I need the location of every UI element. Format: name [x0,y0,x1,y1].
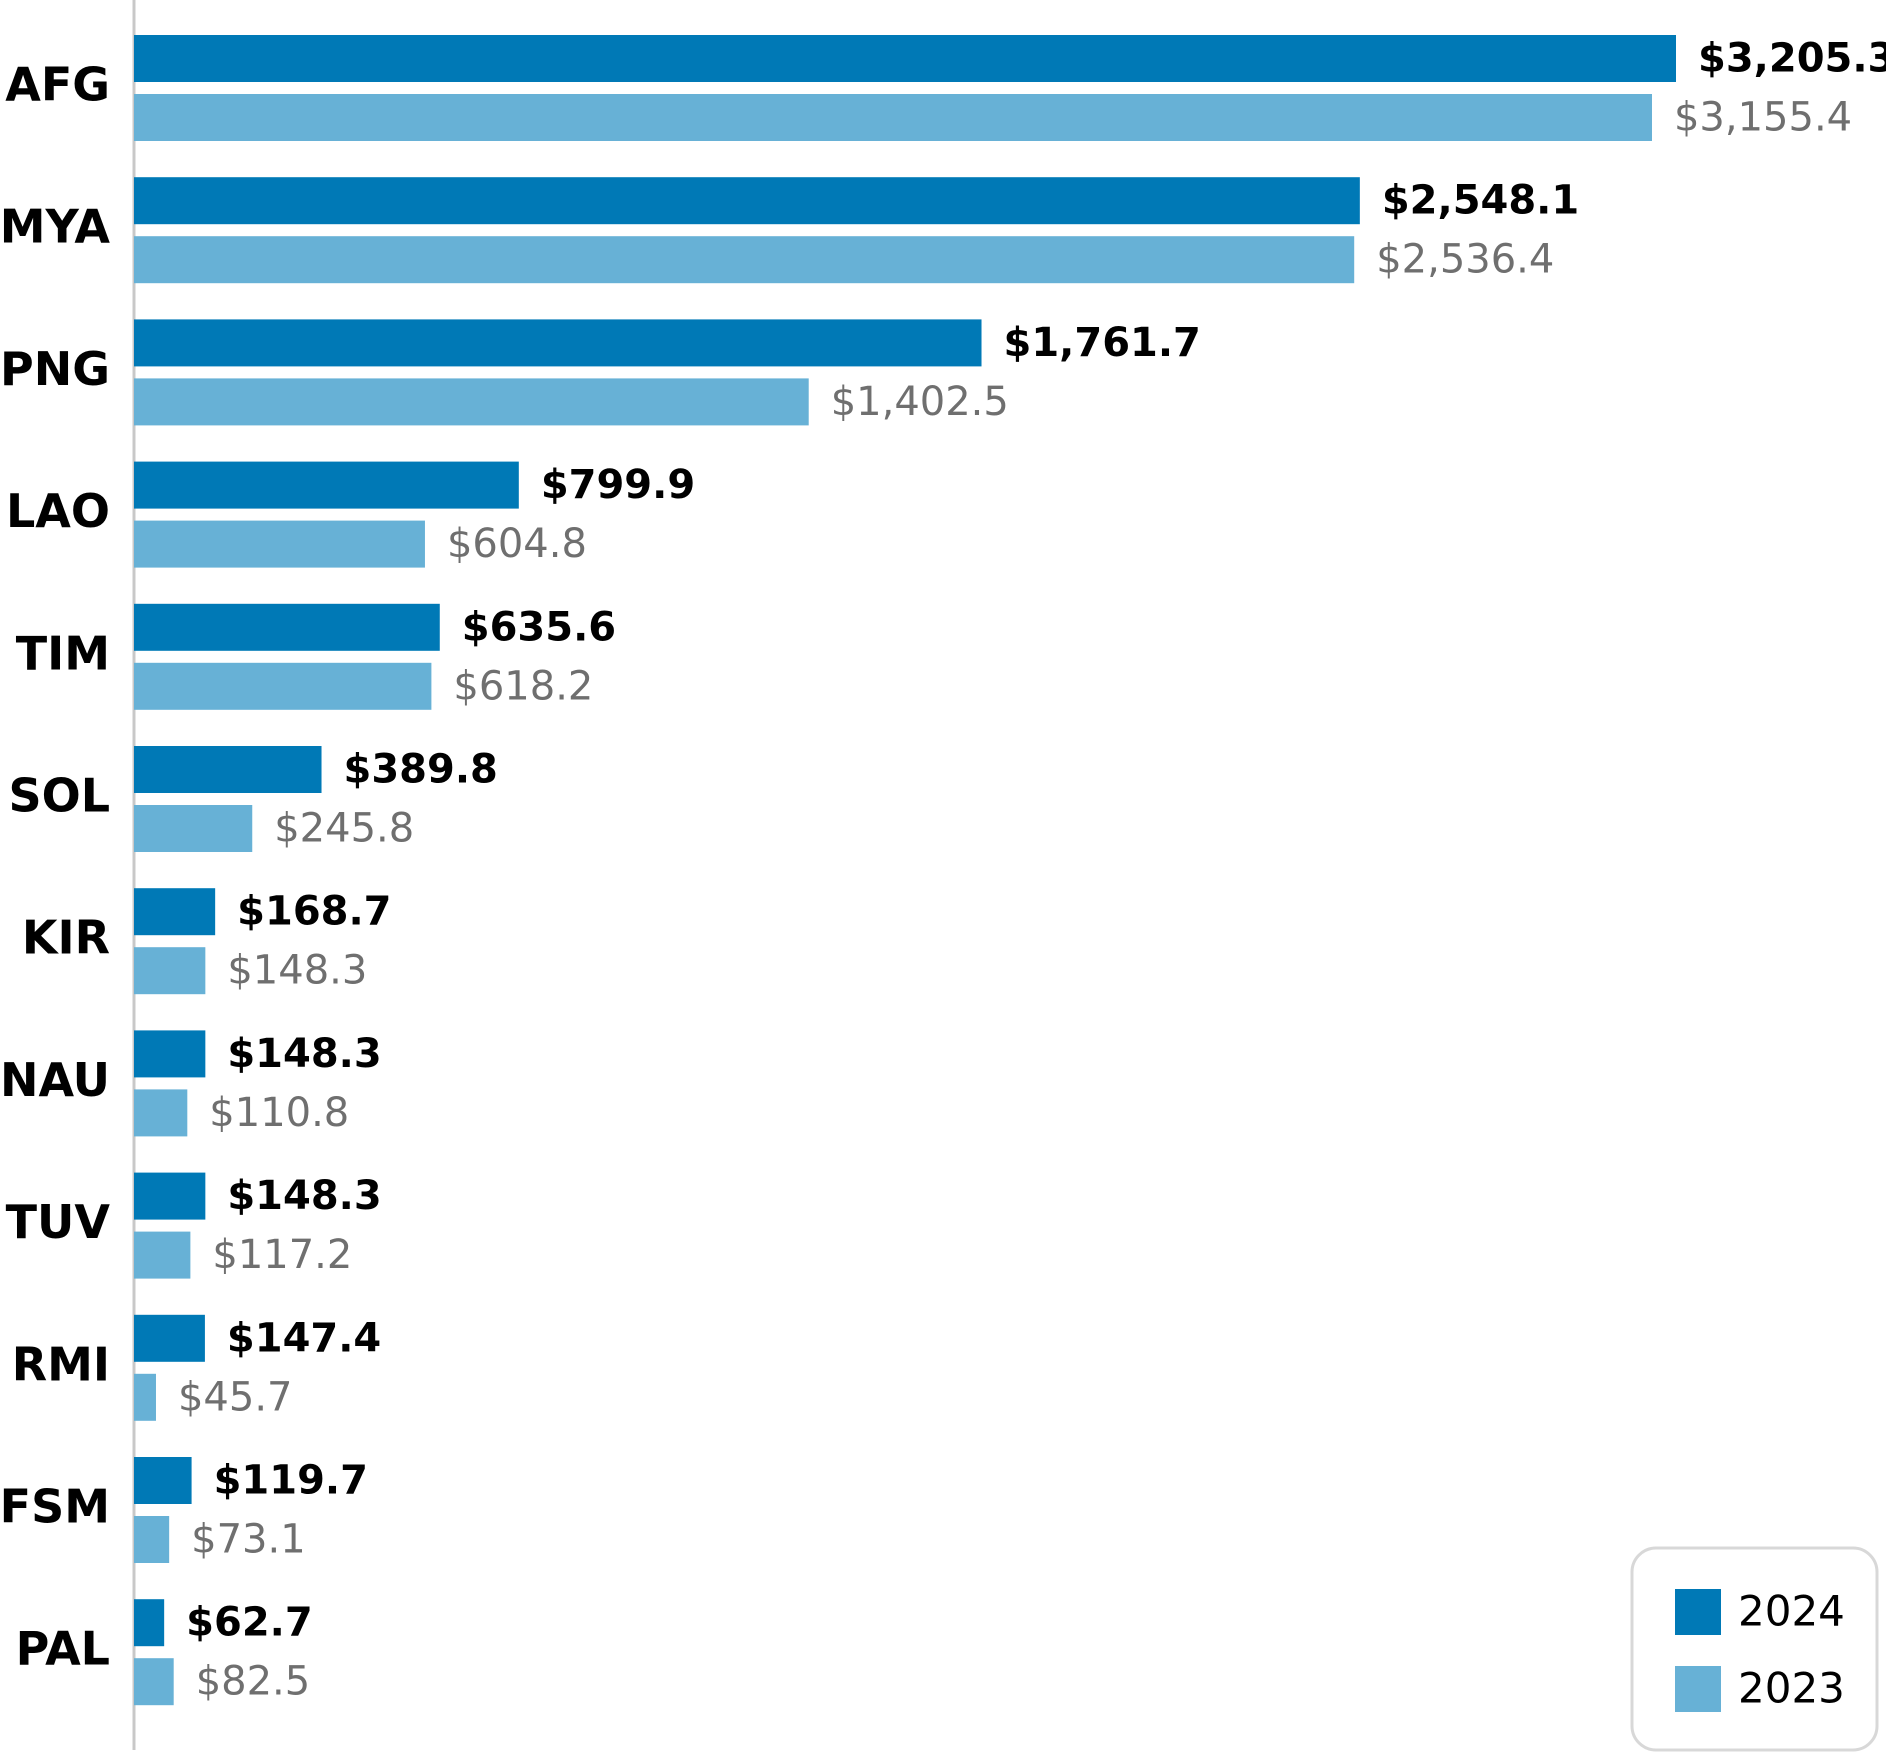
value-label: $82.5 [196,1659,311,1705]
value-label: $799.9 [541,462,695,508]
category-label: NAU [0,1053,110,1107]
legend-label: 2024 [1738,1587,1845,1636]
category-label: KIR [22,911,110,965]
value-label: $3,155.4 [1674,95,1852,141]
value-label: $62.7 [186,1600,313,1646]
value-label: $110.8 [209,1090,349,1136]
category-label: TIM [16,626,110,680]
category-label: PNG [0,342,110,396]
bar [134,1314,205,1362]
bar [134,1373,156,1421]
value-label: $618.2 [453,663,593,709]
value-label: $2,536.4 [1376,237,1554,283]
value-label: $119.7 [214,1458,368,1504]
value-label: $148.3 [227,1173,381,1219]
bar [134,378,809,426]
value-label: $245.8 [274,806,414,852]
value-label: $45.7 [178,1374,293,1420]
bar [134,520,425,568]
bar [134,805,253,852]
category-label: AFG [5,58,110,112]
bar [134,888,216,936]
bar [134,1089,188,1137]
bar [134,319,982,367]
legend-swatch [1675,1666,1721,1712]
bar [134,1599,165,1647]
bar [134,94,1652,141]
bar [134,1030,206,1078]
category-label: TUV [6,1195,111,1249]
category-label: RMI [12,1337,110,1391]
category-label: FSM [0,1480,110,1534]
bar [134,1516,170,1563]
legend-label: 2023 [1738,1664,1845,1713]
category-label: MYA [0,200,110,254]
value-label: $73.1 [191,1517,306,1563]
bar [134,662,432,710]
value-label: $635.6 [462,604,616,650]
bar [134,603,440,651]
bar [134,177,1360,225]
bar [134,1658,174,1706]
bar [134,236,1355,284]
value-label: $148.3 [227,1031,381,1077]
value-label: $2,548.1 [1382,178,1579,224]
bar [134,1172,206,1220]
bar [134,947,206,995]
value-label: $1,761.7 [1004,320,1201,366]
bar [134,35,1676,82]
value-label: $147.4 [227,1315,381,1361]
category-label: SOL [8,769,110,823]
category-label: LAO [6,484,110,538]
legend-box [1630,1546,1879,1752]
bar [134,461,519,509]
category-label: PAL [16,1622,110,1676]
bar [134,746,322,793]
bar [134,1231,191,1279]
value-label: $3,205.3 [1698,36,1886,82]
value-label: $1,402.5 [831,379,1009,425]
value-label: $604.8 [447,521,587,567]
value-label: $117.2 [212,1232,352,1278]
value-label: $389.8 [344,747,498,793]
bar [134,1457,192,1504]
legend-swatch [1675,1589,1721,1635]
value-label: $148.3 [227,948,367,994]
value-label: $168.7 [237,889,391,935]
